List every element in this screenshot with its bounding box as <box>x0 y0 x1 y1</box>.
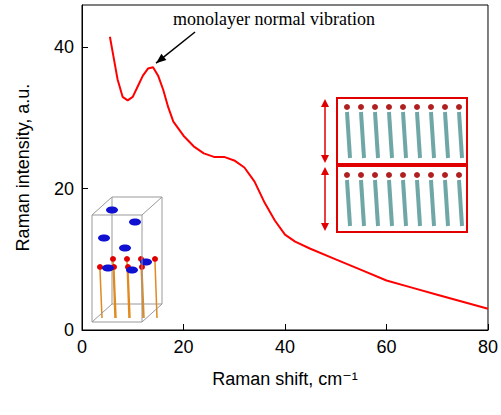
svg-text:40: 40 <box>54 37 74 57</box>
svg-text:20: 20 <box>54 179 74 199</box>
svg-text:0: 0 <box>77 337 87 357</box>
svg-text:60: 60 <box>376 337 396 357</box>
svg-text:0: 0 <box>64 320 74 340</box>
svg-text:20: 20 <box>173 337 193 357</box>
svg-text:80: 80 <box>478 337 498 357</box>
svg-text:40: 40 <box>275 337 295 357</box>
svg-text:monolayer normal vibration: monolayer normal vibration <box>173 9 375 29</box>
svg-text:Raman intensity, a.u.: Raman intensity, a.u. <box>13 84 33 252</box>
svg-text:Raman shift, cm⁻¹: Raman shift, cm⁻¹ <box>212 369 358 389</box>
